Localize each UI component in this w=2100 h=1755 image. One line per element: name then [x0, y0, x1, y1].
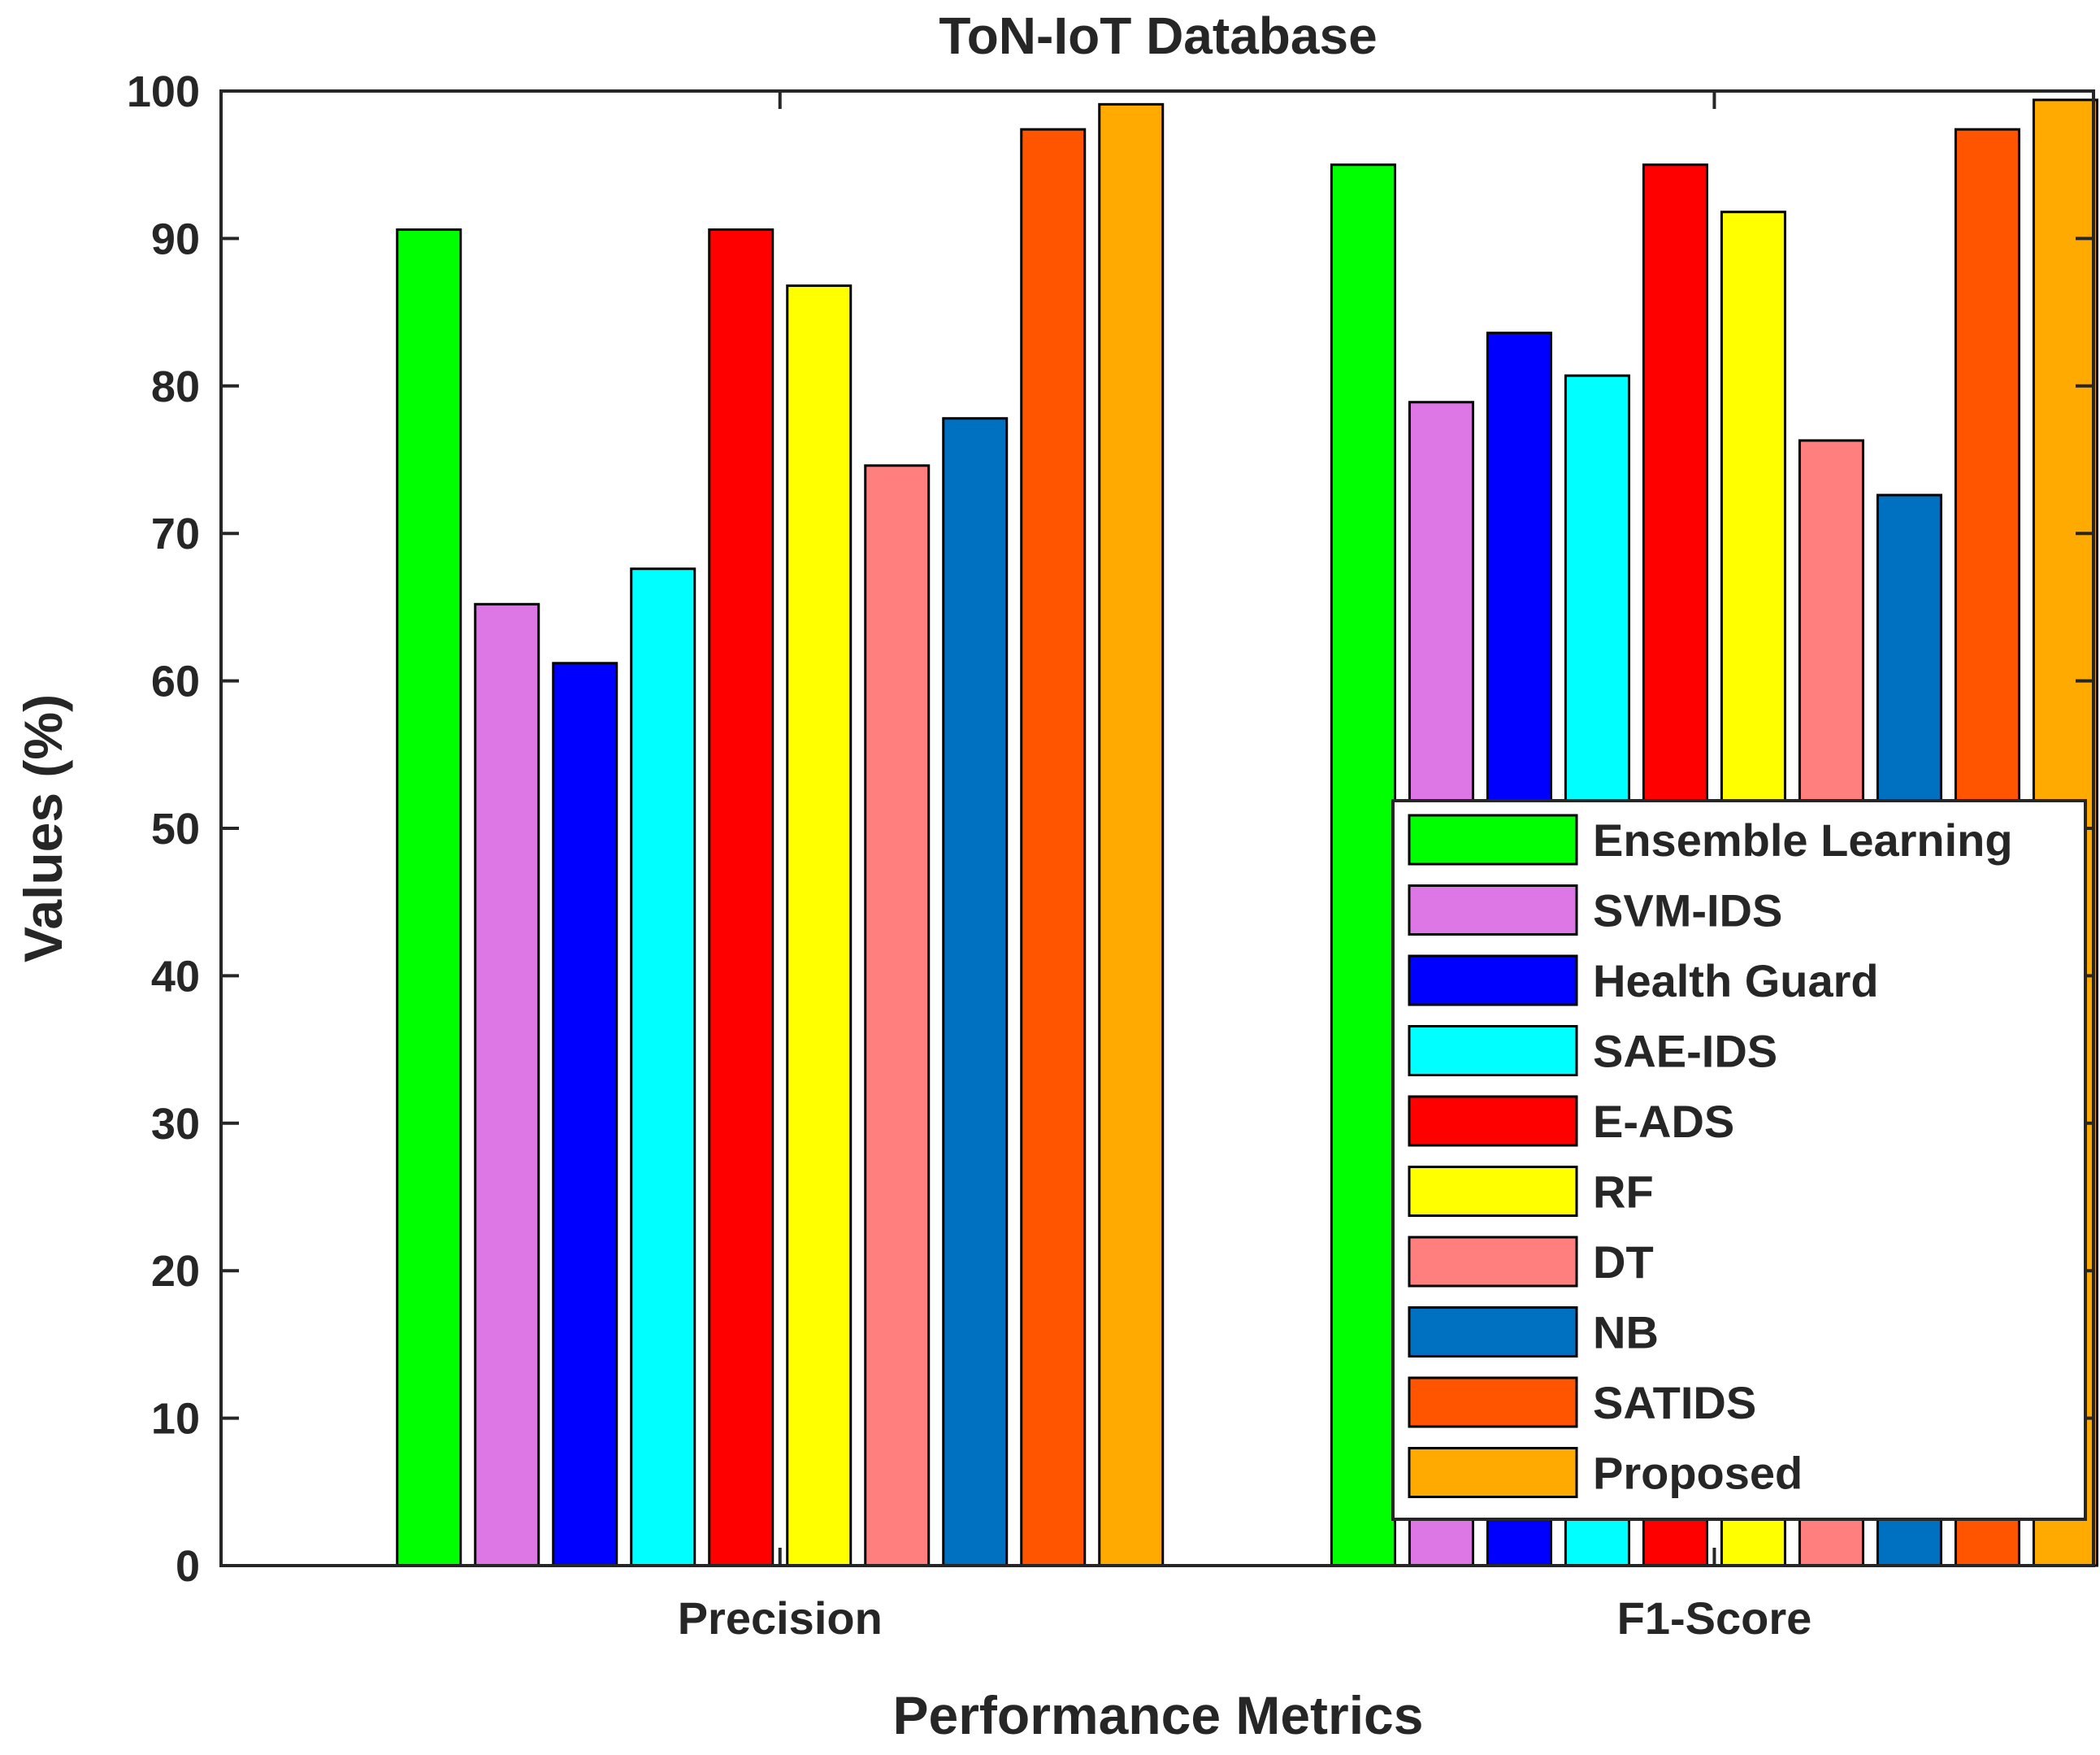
y-tick-label: 90	[151, 215, 200, 263]
legend-label: DT	[1593, 1236, 1654, 1288]
legend-swatch	[1408, 1306, 1578, 1358]
y-tick-label: 50	[151, 805, 200, 854]
legend-label: NB	[1593, 1307, 1659, 1358]
y-axis-label: Values (%)	[13, 694, 73, 962]
bar-precision-proposed	[1098, 102, 1165, 1567]
legend-swatch	[1408, 1166, 1578, 1217]
legend-label: Proposed	[1593, 1448, 1803, 1499]
legend-label: Health Guard	[1593, 955, 1879, 1006]
legend-swatch	[1408, 1376, 1578, 1428]
bar-precision-dt	[864, 464, 931, 1567]
bar-f1-score-ensemble-learning	[1330, 163, 1396, 1567]
legend-label: SATIDS	[1593, 1377, 1756, 1428]
bar-precision-sae-ids	[630, 567, 696, 1567]
legend-swatch	[1408, 884, 1578, 936]
y-tick-label: 60	[151, 658, 200, 706]
y-tick-label: 20	[151, 1247, 200, 1296]
bar-precision-nb	[942, 417, 1009, 1567]
legend-swatch	[1408, 1095, 1578, 1147]
legend-swatch	[1408, 954, 1578, 1006]
legend-label: Ensemble Learning	[1593, 815, 2013, 866]
y-tick-label: 0	[176, 1542, 200, 1591]
y-axis: 0 10 20 30 40 50 60 70 80 90 100	[127, 67, 2093, 1591]
legend-swatch	[1408, 1025, 1578, 1076]
x-axis: Precision F1-Score	[678, 91, 1812, 1644]
y-tick-label: 100	[127, 67, 200, 116]
legend-label: RF	[1593, 1166, 1654, 1218]
bar-precision-svm-ids	[474, 602, 540, 1567]
legend-label: E-ADS	[1593, 1096, 1734, 1147]
bar-precision-satids	[1020, 128, 1087, 1567]
y-tick-label: 80	[151, 363, 200, 411]
bar-precision-ensemble-learning	[396, 228, 462, 1567]
legend: Ensemble Learning SVM-IDS Health Guard SAE-…	[1391, 799, 2087, 1521]
bar-precision-rf	[786, 284, 853, 1567]
y-tick-label: 10	[151, 1395, 200, 1444]
x-tick-label: F1-Score	[1617, 1592, 1812, 1644]
y-tick-label: 30	[151, 1100, 200, 1149]
bar-precision-health-guard	[552, 662, 618, 1567]
y-tick-label: 70	[151, 510, 200, 558]
y-tick-label: 40	[151, 952, 200, 1001]
x-tick-label: Precision	[678, 1592, 883, 1644]
x-axis-label: Performance Metrics	[893, 1685, 1424, 1745]
chart-title: ToN-IoT Database	[939, 7, 1377, 65]
bar-precision-e-ads	[708, 228, 774, 1567]
legend-label: SVM-IDS	[1593, 885, 1782, 936]
legend-label: SAE-IDS	[1593, 1026, 1777, 1077]
legend-swatch	[1408, 814, 1578, 866]
legend-swatch	[1408, 1236, 1578, 1288]
legend-swatch	[1408, 1447, 1578, 1498]
